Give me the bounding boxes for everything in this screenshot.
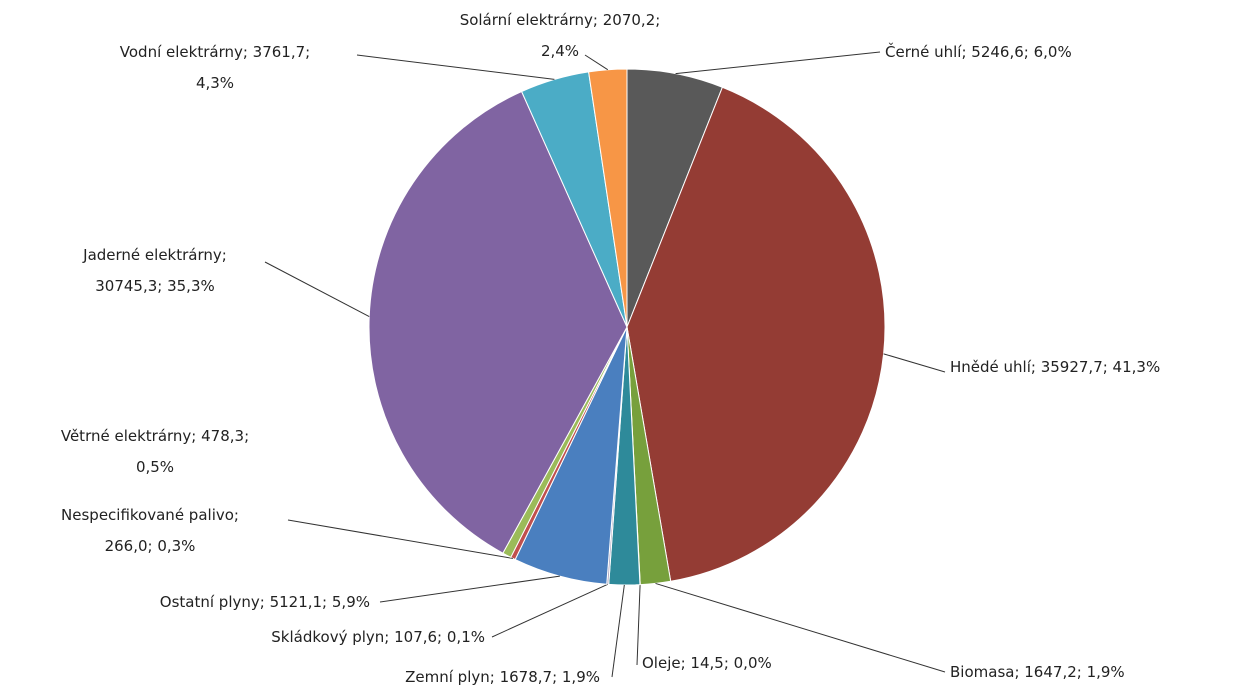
data-label-line: Jaderné elektrárny; <box>82 246 227 264</box>
data-label: Černé uhlí; 5246,6; 6,0% <box>885 42 1072 61</box>
data-label-line: 30745,3; 35,3% <box>95 277 215 295</box>
leader-line <box>883 353 946 373</box>
data-label-line: Ostatní plyny; 5121,1; 5,9% <box>160 593 370 611</box>
data-label-line: Biomasa; 1647,2; 1,9% <box>950 663 1125 681</box>
data-label: Ostatní plyny; 5121,1; 5,9% <box>160 593 370 611</box>
leader-line <box>356 54 555 80</box>
data-label-line: Černé uhlí; 5246,6; 6,0% <box>885 42 1072 61</box>
data-label: Nespecifikované palivo; 266,0; 0,3% <box>61 506 239 555</box>
data-label-line: 2,4% <box>541 42 579 60</box>
data-label-line: Vodní elektrárny; 3761,7; <box>120 43 310 61</box>
data-label: Vodní elektrárny; 3761,7; 4,3% <box>120 43 310 92</box>
leader-line <box>287 519 514 559</box>
leader-line <box>636 584 641 666</box>
leader-line <box>379 575 560 603</box>
data-label: Solární elektrárny; 2070,2; 2,4% <box>460 11 661 60</box>
data-label: Oleje; 14,5; 0,0% <box>642 654 772 672</box>
leader-line <box>611 584 625 678</box>
data-label: Větrné elektrárny; 478,3; 0,5% <box>61 427 249 476</box>
data-label: Hnědé uhlí; 35927,7; 41,3% <box>950 358 1160 376</box>
data-label-line: 4,3% <box>196 74 234 92</box>
pie-slice <box>368 90 628 554</box>
data-label-line: 0,5% <box>136 458 174 476</box>
leader-line <box>264 261 370 317</box>
leader-line <box>584 54 609 71</box>
pie-slice <box>626 86 886 582</box>
data-label-line: Hnědé uhlí; 35927,7; 41,3% <box>950 358 1160 376</box>
leader-line <box>675 51 881 75</box>
data-label: Skládkový plyn; 107,6; 0,1% <box>271 628 485 646</box>
data-label: Jaderné elektrárny; 30745,3; 35,3% <box>82 246 227 295</box>
data-label-line: Větrné elektrárny; 478,3; <box>61 427 249 445</box>
data-label-line: Skládkový plyn; 107,6; 0,1% <box>271 628 485 646</box>
leader-line <box>655 582 946 673</box>
data-label: Zemní plyn; 1678,7; 1,9% <box>405 668 600 686</box>
data-label-line: Solární elektrárny; 2070,2; <box>460 11 661 29</box>
data-label: Biomasa; 1647,2; 1,9% <box>950 663 1125 681</box>
data-label-line: Oleje; 14,5; 0,0% <box>642 654 772 672</box>
data-label-line: Nespecifikované palivo; <box>61 506 239 524</box>
data-label-line: 266,0; 0,3% <box>105 537 196 555</box>
leader-line <box>491 583 608 638</box>
data-label-line: Zemní plyn; 1678,7; 1,9% <box>405 668 600 686</box>
